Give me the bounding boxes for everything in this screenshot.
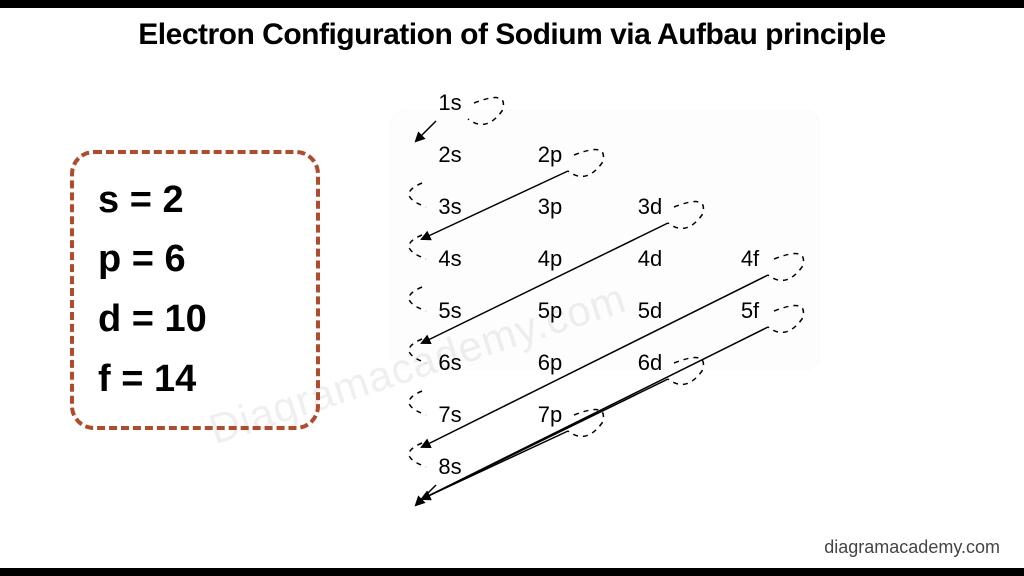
orbital-5d: 5d [630,298,670,324]
orbital-1s: 1s [430,90,470,116]
orbital-4s: 4s [430,246,470,272]
orbital-6d: 6d [630,350,670,376]
legend-item-p: p = 6 [98,237,292,283]
orbital-3p: 3p [530,194,570,220]
top-bar [0,0,1024,8]
orbital-5s: 5s [430,298,470,324]
legend-item-f: f = 14 [98,357,292,403]
orbital-4p: 4p [530,246,570,272]
page-title: Electron Configuration of Sodium via Auf… [0,18,1024,52]
orbital-3s: 3s [430,194,470,220]
orbital-7s: 7s [430,402,470,428]
orbital-5p: 5p [530,298,570,324]
orbital-2s: 2s [430,142,470,168]
aufbau-diagram: 1s 2s 2p 3s 3p 3d 4s 4p 4d 4f 5s 5p 5d 5f 6s 6p 6d 7s 7p 8s [370,70,930,530]
attribution: diagramacademy.com [824,537,1000,558]
legend-box: s = 2 p = 6 d = 10 f = 14 [70,150,320,430]
orbital-4f: 4f [730,246,770,272]
bottom-bar [0,568,1024,576]
legend-item-d: d = 10 [98,297,292,343]
orbital-7p: 7p [530,402,570,428]
legend-item-s: s = 2 [98,178,292,224]
orbital-2p: 2p [530,142,570,168]
orbital-4d: 4d [630,246,670,272]
orbital-5f: 5f [730,298,770,324]
orbital-6p: 6p [530,350,570,376]
orbital-3d: 3d [630,194,670,220]
orbital-8s: 8s [430,454,470,480]
orbital-6s: 6s [430,350,470,376]
